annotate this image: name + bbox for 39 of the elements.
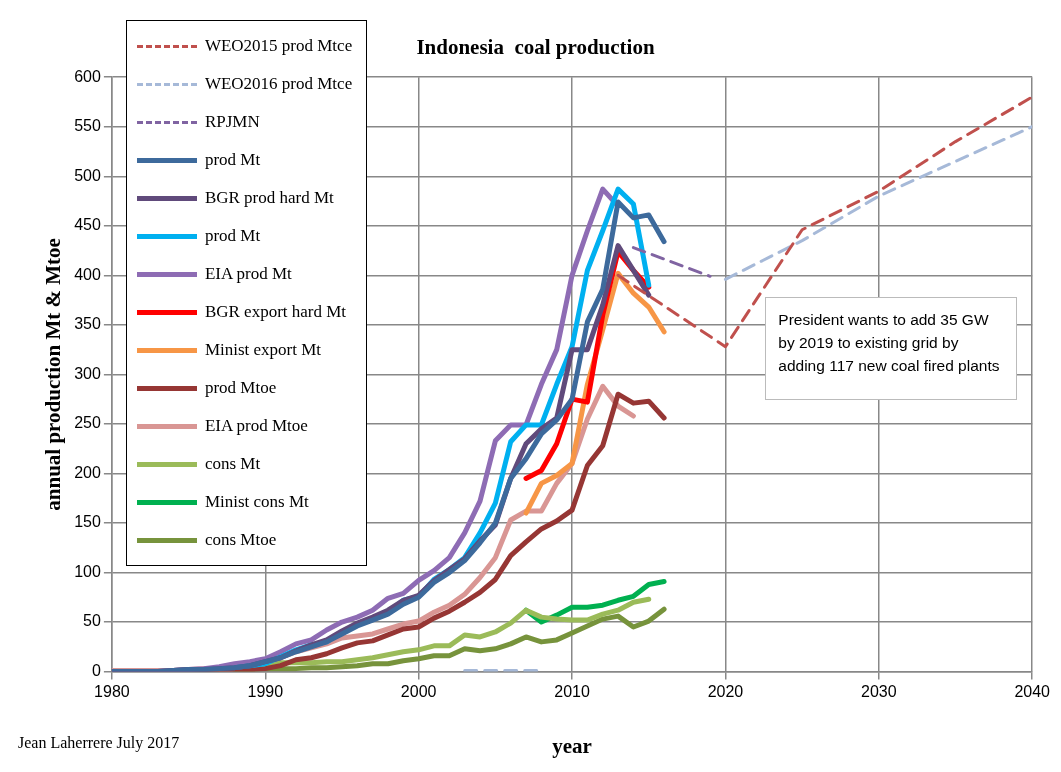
y-tick-label: 450 [74,216,101,234]
legend-label: Minist cons Mt [204,492,309,512]
legend-label: cons Mt [204,454,261,474]
y-axis-title: annual production Mt & Mtoe [41,238,66,511]
legend-label: RPJMN [204,112,260,132]
y-tick-label: 400 [74,265,101,283]
x-tick-label: 1990 [247,682,284,700]
x-tick-label: 1980 [94,682,130,700]
text: Jean Laherrere July 2017 [18,734,180,752]
y-tick-label: 550 [74,117,101,135]
legend-label: WEO2015 prod Mtce [204,36,353,56]
legend-label: cons Mtoe [204,530,277,550]
x-tick-label: 2000 [400,682,437,700]
y-tick-label: 600 [74,67,101,85]
y-tick-label: 300 [74,364,101,382]
y-tick-label: 350 [74,315,101,333]
x-tick-label: 2010 [554,682,590,700]
legend-label: prod Mtoe [204,378,277,398]
legend-label: BGR export hard Mt [204,302,347,322]
legend-label: EIA prod Mt [204,264,292,284]
y-tick-label: 250 [74,414,101,432]
legend-label: BGR prod hard Mt [204,188,334,208]
legend-label: prod Mt [204,150,261,170]
x-tick-label: 2020 [707,682,744,700]
x-tick-label: 2030 [861,682,897,700]
y-tick-label: 500 [74,166,101,184]
y-tick-label: 0 [91,662,101,680]
legend-label: Minist export Mt [204,340,322,360]
chart-title: Indonesia coal production [416,35,655,60]
legend-label: WEO2016 prod Mtce [204,74,353,94]
text-box: President wants to add 35 GW by 2019 to existing grid by adding 117 new coal fired plants [765,297,1018,401]
y-tick-label: 100 [74,562,101,580]
y-tick-label: 150 [74,513,101,531]
y-tick-label: 50 [83,612,101,630]
y-tick-label: 200 [74,463,101,481]
legend-label: EIA prod Mtoe [204,416,308,436]
x-tick-label: 2040 [1014,682,1051,700]
x-axis-title: year [552,733,592,758]
legend-label: prod Mt [204,226,261,246]
